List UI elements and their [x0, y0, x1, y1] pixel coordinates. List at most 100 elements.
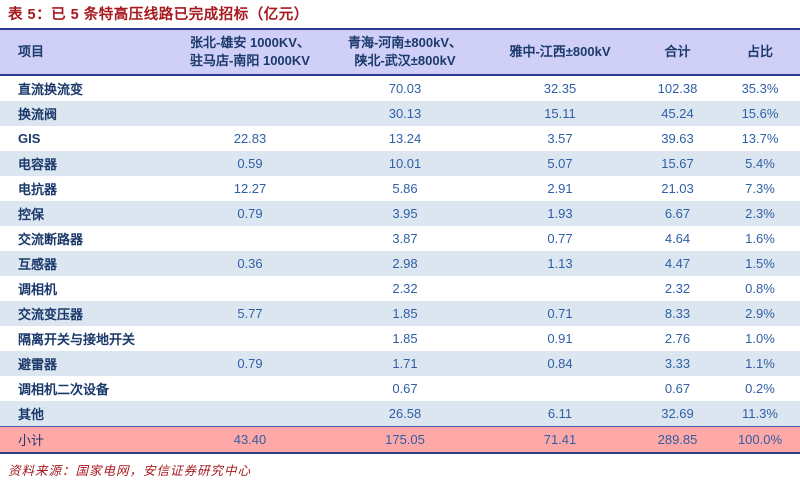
column-header-item: 项目	[0, 29, 175, 76]
table-row: 交流变压器 5.77 1.85 0.71 8.33 2.9%	[0, 301, 800, 326]
cell-value: 4.47	[664, 256, 691, 271]
table-row: 电抗器 12.27 5.86 2.91 21.03 7.3%	[0, 176, 800, 201]
cell-value: 0.79	[237, 356, 263, 371]
table-row: 换流阀 30.13 15.11 45.24 15.6%	[0, 101, 800, 126]
table-row: 调相机二次设备 0.67 0.67 0.2%	[0, 376, 800, 401]
table-row: 电容器 0.59 10.01 5.07 15.67 5.4%	[0, 151, 800, 176]
row-label: 直流换流变	[18, 82, 84, 97]
column-header-line: 雅中-江西±800kV	[509, 44, 611, 59]
cell-value: 2.9%	[745, 306, 775, 321]
cell-value: 30.13	[388, 106, 422, 121]
cell-value: 21.03	[661, 181, 694, 196]
cell-value: 22.83	[233, 131, 267, 146]
row-label: 交流断路器	[18, 232, 84, 247]
cell-value: 2.32	[392, 281, 418, 296]
table-row: 调相机 2.32 2.32 0.8%	[0, 276, 800, 301]
cell-value: 0.91	[547, 331, 573, 346]
row-label: 其他	[18, 407, 45, 422]
column-header-line: 合计	[664, 44, 691, 59]
cell-value: 13.7%	[741, 131, 779, 146]
cell-value: 39.63	[661, 131, 694, 146]
cell-value	[175, 226, 325, 251]
row-label: 电抗器	[18, 182, 58, 197]
cell-value: 1.13	[547, 256, 573, 271]
cell-value: 26.58	[388, 406, 422, 421]
table-header: 项目 张北-雄安 1000KV、 驻马店-南阳 1000KV 青海-河南±800kV、…	[0, 29, 800, 76]
cell-value: 15.6%	[741, 106, 779, 121]
cell-value	[175, 401, 325, 427]
table-row: 控保 0.79 3.95 1.93 6.67 2.3%	[0, 201, 800, 226]
table-row: 其他 26.58 6.11 32.69 11.3%	[0, 401, 800, 427]
cell-value: 10.01	[388, 156, 422, 171]
cell-value: 2.98	[392, 256, 418, 271]
cell-value: 0.84	[547, 356, 573, 371]
cell-value: 1.0%	[745, 331, 775, 346]
cell-value: 8.33	[664, 306, 691, 321]
row-label: GIS	[18, 131, 41, 146]
cell-value: 5.4%	[745, 156, 775, 171]
cell-value: 15.11	[544, 106, 576, 121]
table-row: 交流断路器 3.87 0.77 4.64 1.6%	[0, 226, 800, 251]
cell-value: 1.1%	[745, 356, 775, 371]
row-label: 互感器	[18, 257, 58, 272]
cell-value: 13.24	[388, 131, 422, 146]
column-header-line: 驻马店-南阳 1000KV	[190, 53, 310, 68]
column-header-line1: 张北-雄安 1000KV、 驻马店-南阳 1000KV	[175, 29, 325, 76]
header-row: 项目 张北-雄安 1000KV、 驻马店-南阳 1000KV 青海-河南±800kV、…	[0, 29, 800, 76]
cell-value: 100.0%	[737, 432, 783, 447]
cell-value: 102.38	[657, 81, 698, 96]
column-header-line2: 青海-河南±800kV、 陕北-武汉±800kV	[325, 29, 485, 76]
cell-value: 3.87	[392, 231, 418, 246]
cell-value: 0.59	[237, 156, 263, 171]
cell-value: 1.6%	[745, 231, 775, 246]
cell-value: 1.85	[392, 306, 418, 321]
column-header-line: 占比	[746, 44, 773, 59]
column-header-line: 张北-雄安 1000KV、	[190, 35, 310, 50]
cell-value: 32.69	[661, 406, 694, 421]
cell-value: 0.36	[237, 256, 263, 271]
cell-value: 2.76	[664, 331, 691, 346]
cell-value: 4.64	[664, 231, 691, 246]
cell-value: 0.67	[664, 381, 691, 396]
cell-value: 7.3%	[745, 181, 775, 196]
column-header-total: 合计	[635, 29, 720, 76]
cell-value: 1.85	[392, 331, 418, 346]
cell-value: 5.07	[547, 156, 573, 171]
row-label: 调相机二次设备	[18, 382, 110, 397]
column-header-line: 陕北-武汉±800kV	[354, 53, 456, 68]
cell-value: 70.03	[388, 81, 422, 96]
row-label: 调相机	[18, 282, 58, 297]
cell-value: 0.67	[392, 381, 418, 396]
row-label: 交流变压器	[18, 307, 84, 322]
row-label: 电容器	[18, 157, 58, 172]
row-label: 隔离开关与接地开关	[18, 332, 136, 347]
table-title: 表 5：已 5 条特高压线路已完成招标（亿元）	[8, 7, 309, 23]
cell-value: 6.11	[547, 406, 573, 421]
cell-value: 289.85	[657, 432, 698, 447]
cell-value: 3.33	[664, 356, 691, 371]
cell-value: 45.24	[661, 106, 694, 121]
cell-value: 15.67	[661, 156, 694, 171]
cell-value	[175, 101, 325, 126]
column-header-line: 青海-河南±800kV、	[347, 35, 463, 50]
table-body: 直流换流变 70.03 32.35 102.38 35.3% 换流阀 30.13 15.11 4…	[0, 75, 800, 453]
cell-value: 1.93	[547, 206, 573, 221]
table-row: GIS 22.83 13.24 3.57 39.63 13.7%	[0, 126, 800, 151]
cell-value: 0.79	[237, 206, 263, 221]
cell-value: 175.05	[385, 432, 425, 447]
row-label: 控保	[18, 207, 45, 222]
table-row: 互感器 0.36 2.98 1.13 4.47 1.5%	[0, 251, 800, 276]
cell-value: 2.91	[547, 181, 573, 196]
column-header-line: 项目	[18, 44, 45, 59]
cell-value: 0.2%	[745, 381, 775, 396]
cell-value: 35.3%	[741, 81, 779, 96]
cell-value: 32.35	[543, 81, 577, 96]
cell-value	[175, 326, 325, 351]
cell-value: 5.77	[237, 306, 263, 321]
cell-value: 2.32	[664, 281, 691, 296]
cell-value: 2.3%	[745, 206, 775, 221]
cell-value: 0.77	[547, 231, 573, 246]
cell-value	[485, 276, 635, 301]
row-label: 小计	[18, 433, 45, 448]
